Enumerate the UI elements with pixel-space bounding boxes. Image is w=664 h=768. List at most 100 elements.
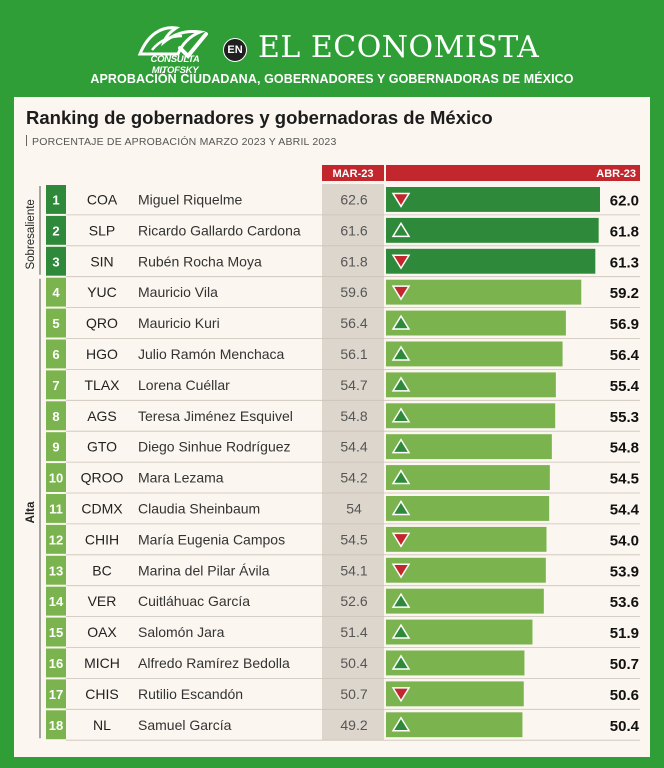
- abr-bar: [386, 434, 552, 460]
- mar-header-bg: [322, 165, 384, 181]
- governor-name: Teresa Jiménez Esquivel: [138, 408, 293, 424]
- abr-header-label: ABR-23: [596, 168, 636, 180]
- rank-box: [46, 185, 66, 214]
- trend-up-icon: [391, 345, 411, 361]
- rank-number: 16: [49, 656, 63, 671]
- rank-number: 14: [49, 594, 64, 609]
- state-code: YUC: [87, 284, 117, 300]
- abr-bar: [386, 619, 533, 645]
- logo-text: CONSULTA MITOFSKY: [150, 54, 200, 76]
- en-badge: EN: [223, 38, 247, 62]
- state-code: GTO: [87, 439, 117, 455]
- governor-name: Alfredo Ramírez Bedolla: [138, 655, 290, 671]
- abr-bar: [386, 557, 546, 583]
- abr-bar: [386, 279, 582, 305]
- rank-number: 9: [52, 440, 59, 455]
- rank-number: 11: [49, 501, 63, 516]
- trend-up-icon: [391, 469, 411, 485]
- trend-up-icon: [391, 438, 411, 454]
- governor-name: Rutilio Escandón: [138, 686, 243, 702]
- mar-value: 49.2: [340, 717, 367, 733]
- trend-down-icon: [391, 532, 411, 548]
- governor-name: Marina del Pilar Ávila: [138, 562, 270, 578]
- mar-value: 52.6: [340, 593, 367, 609]
- rank-box: [46, 339, 66, 369]
- mar-value: 54: [346, 500, 362, 516]
- trend-down-icon: [391, 285, 411, 301]
- chart-title: Ranking de gobernadores y gobernadoras d…: [26, 107, 493, 128]
- rank-number: 5: [52, 316, 59, 331]
- header-banner: CONSULTA MITOFSKY EN EL ECONOMISTA APROB…: [0, 0, 664, 95]
- trend-up-icon: [391, 407, 411, 423]
- governor-name: Miguel Riquelme: [138, 191, 242, 207]
- abr-bar: [386, 403, 556, 429]
- rank-box: [46, 370, 66, 400]
- trend-up-icon: [391, 654, 411, 670]
- state-code: SLP: [89, 222, 115, 238]
- abr-value: 56.4: [610, 347, 640, 364]
- trend-down-icon: [391, 687, 411, 703]
- abr-value: 62.0: [610, 192, 639, 209]
- mar-value: 50.7: [340, 686, 367, 702]
- rank-box: [46, 586, 66, 616]
- mar-value: 54.4: [340, 439, 367, 455]
- rank-number: 2: [52, 223, 59, 238]
- governor-name: Julio Ramón Menchaca: [138, 346, 285, 362]
- rank-number: 1: [52, 192, 59, 207]
- rank-number: 8: [52, 409, 59, 424]
- group-label: Sobresaliente: [25, 199, 37, 269]
- abr-value: 53.9: [610, 563, 639, 580]
- mar-value: 54.5: [340, 531, 367, 547]
- trend-up-icon: [391, 716, 411, 732]
- abr-bar: [386, 217, 599, 243]
- governor-name: Lorena Cuéllar: [138, 377, 230, 393]
- abr-bar: [386, 681, 524, 707]
- mitofsky-logo-icon: [137, 26, 208, 59]
- abr-value: 61.8: [610, 223, 639, 240]
- abr-value: 50.6: [610, 687, 639, 704]
- rank-number: 15: [49, 625, 63, 640]
- chart-subtitle-text: PORCENTAJE DE APROBACIÓN MARZO 2023 Y AB…: [32, 136, 337, 148]
- state-code: OAX: [87, 624, 117, 640]
- state-code: TLAX: [84, 377, 120, 393]
- governor-name: Mauricio Vila: [138, 284, 218, 300]
- state-code: SIN: [90, 253, 113, 269]
- abr-value: 54.5: [610, 471, 639, 488]
- rank-box: [46, 215, 66, 245]
- abr-header-bg: [386, 165, 640, 181]
- abr-value: 54.4: [610, 501, 640, 518]
- state-code: AGS: [87, 408, 117, 424]
- abr-bar: [386, 465, 550, 490]
- mar-value: 56.4: [340, 315, 367, 331]
- rank-box: [46, 617, 66, 647]
- governor-name: Ricardo Gallardo Cardona: [138, 222, 301, 238]
- abr-bar: [386, 496, 550, 521]
- governor-name: Mara Lezama: [138, 470, 224, 486]
- state-code: VER: [88, 593, 117, 609]
- rank-number: 18: [49, 718, 63, 733]
- abr-bar: [386, 650, 525, 676]
- abr-value: 55.3: [610, 409, 639, 426]
- rank-box: [46, 246, 66, 276]
- trend-up-icon: [391, 623, 411, 639]
- rank-box: [46, 401, 66, 431]
- state-code: QRO: [86, 315, 118, 331]
- mar-value: 61.8: [340, 253, 367, 269]
- abr-bar: [386, 712, 523, 738]
- mar-value: 50.4: [340, 655, 367, 671]
- rank-box: [46, 555, 66, 585]
- mar-value: 51.4: [340, 624, 367, 640]
- abr-bar: [386, 187, 600, 212]
- trend-up-icon: [391, 314, 411, 330]
- governor-name: Cuitláhuac García: [138, 593, 250, 609]
- state-code: BC: [92, 562, 111, 578]
- abr-bar: [386, 372, 556, 398]
- abr-bar: [386, 341, 563, 367]
- trend-up-icon: [391, 376, 411, 392]
- mar-value: 62.6: [340, 191, 367, 207]
- rank-box: [46, 524, 66, 554]
- trend-up-icon: [391, 500, 411, 516]
- state-code: QROO: [81, 470, 124, 486]
- governor-name: Claudia Sheinbaum: [138, 500, 260, 516]
